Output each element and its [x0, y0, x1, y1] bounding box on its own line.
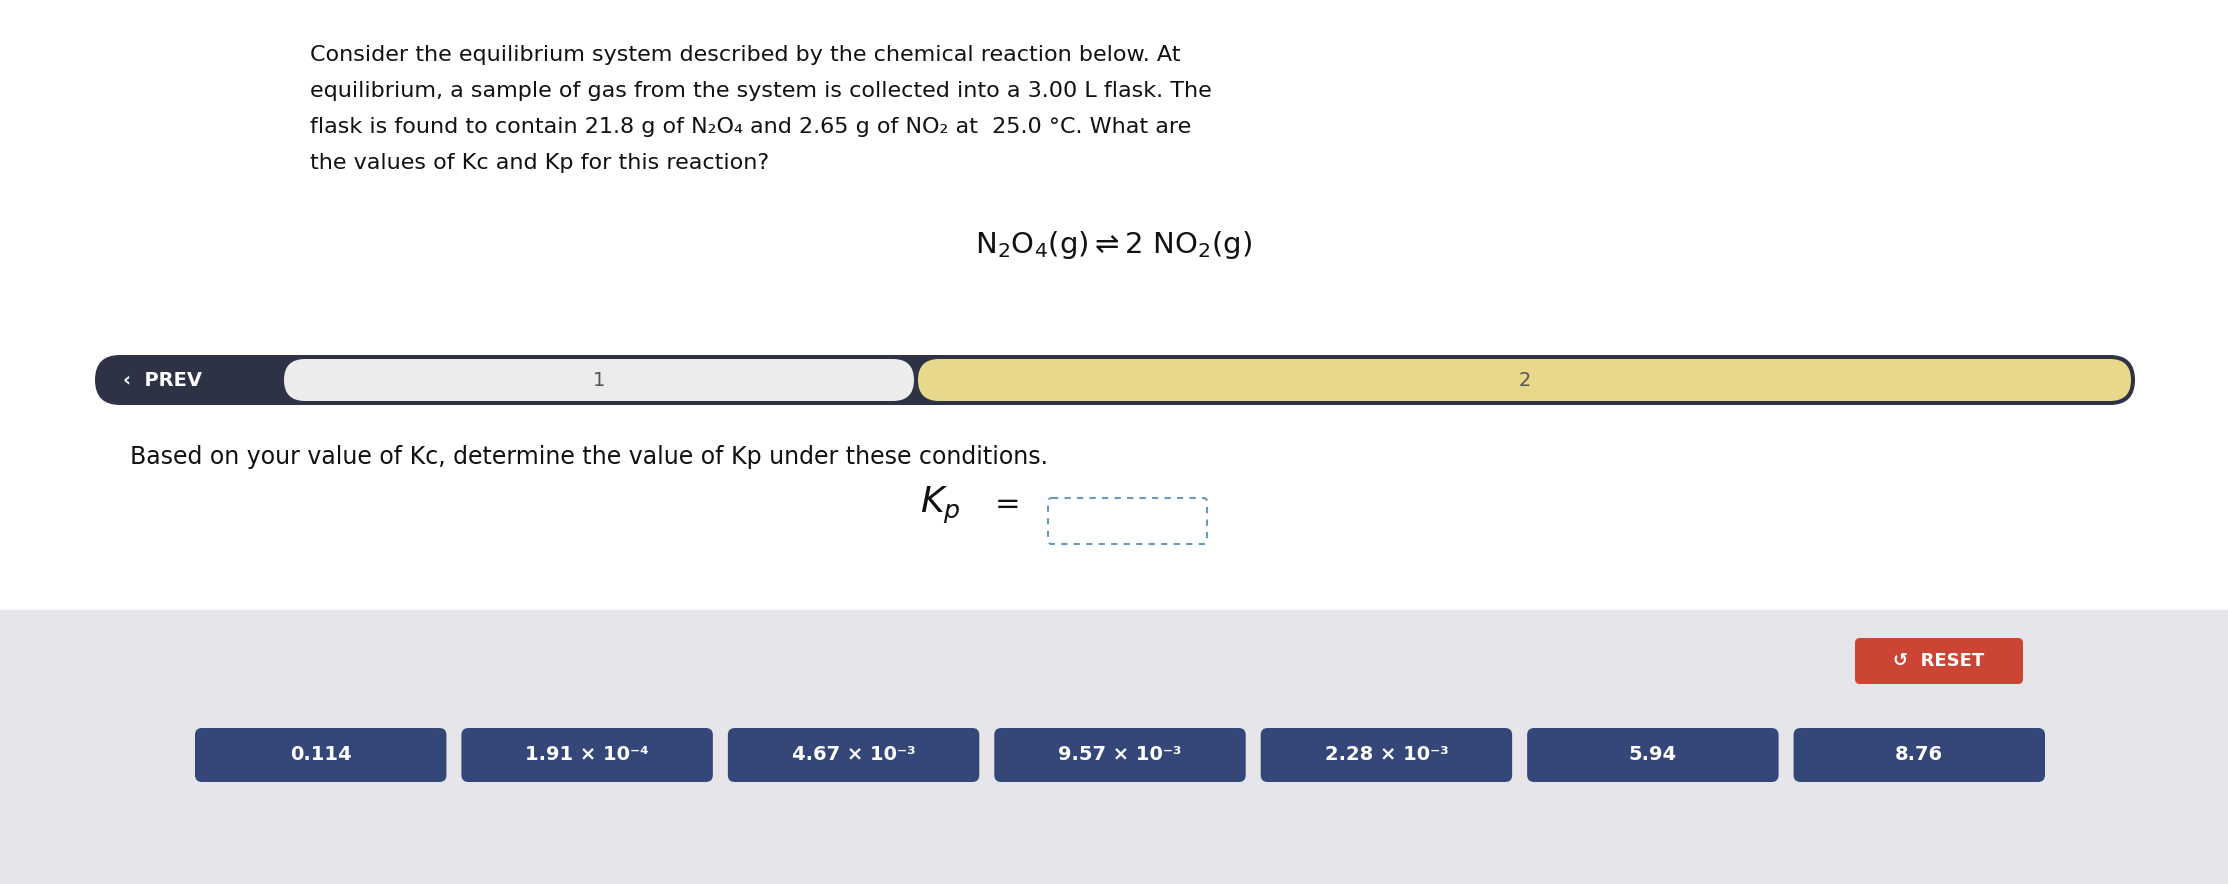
FancyBboxPatch shape	[1047, 498, 1208, 544]
Text: ↺  RESET: ↺ RESET	[1894, 652, 1985, 670]
Text: equilibrium, a sample of gas from the system is collected into a 3.00 L flask. T: equilibrium, a sample of gas from the sy…	[310, 81, 1212, 101]
Text: 2.28 × 10⁻³: 2.28 × 10⁻³	[1326, 745, 1448, 765]
FancyBboxPatch shape	[96, 355, 2134, 405]
FancyBboxPatch shape	[994, 728, 1245, 782]
Text: $K_p$: $K_p$	[920, 484, 960, 526]
FancyBboxPatch shape	[461, 728, 713, 782]
Text: Consider the equilibrium system described by the chemical reaction below. At: Consider the equilibrium system describe…	[310, 45, 1181, 65]
Text: 9.57 × 10⁻³: 9.57 × 10⁻³	[1058, 745, 1181, 765]
Text: 2: 2	[1517, 370, 1531, 390]
Text: the values of Kc and Kp for this reaction?: the values of Kc and Kp for this reactio…	[310, 153, 769, 173]
Text: Based on your value of Kc, determine the value of Kp under these conditions.: Based on your value of Kc, determine the…	[129, 445, 1047, 469]
Text: 1: 1	[593, 370, 606, 390]
Bar	[0, 610, 2228, 884]
Text: flask is found to contain 21.8 g of N₂O₄ and 2.65 g of NO₂ at  25.0 °C. What are: flask is found to contain 21.8 g of N₂O₄…	[310, 117, 1192, 137]
Text: 0.114: 0.114	[290, 745, 352, 765]
Text: =: =	[996, 491, 1020, 520]
FancyBboxPatch shape	[1794, 728, 2045, 782]
Text: 5.94: 5.94	[1629, 745, 1678, 765]
Text: $\mathrm{N_2O_4(g) \rightleftharpoons 2\ NO_2(g)}$: $\mathrm{N_2O_4(g) \rightleftharpoons 2\…	[976, 229, 1252, 261]
FancyBboxPatch shape	[1856, 638, 2023, 684]
FancyBboxPatch shape	[1526, 728, 1778, 782]
FancyBboxPatch shape	[1261, 728, 1513, 782]
FancyBboxPatch shape	[729, 728, 980, 782]
FancyBboxPatch shape	[283, 359, 913, 401]
Text: ‹  PREV: ‹ PREV	[123, 370, 203, 390]
FancyBboxPatch shape	[918, 359, 2130, 401]
Text: 1.91 × 10⁻⁴: 1.91 × 10⁻⁴	[526, 745, 648, 765]
Bar	[0, 0, 2228, 610]
Text: 4.67 × 10⁻³: 4.67 × 10⁻³	[791, 745, 916, 765]
FancyBboxPatch shape	[196, 728, 446, 782]
Text: 8.76: 8.76	[1896, 745, 1943, 765]
